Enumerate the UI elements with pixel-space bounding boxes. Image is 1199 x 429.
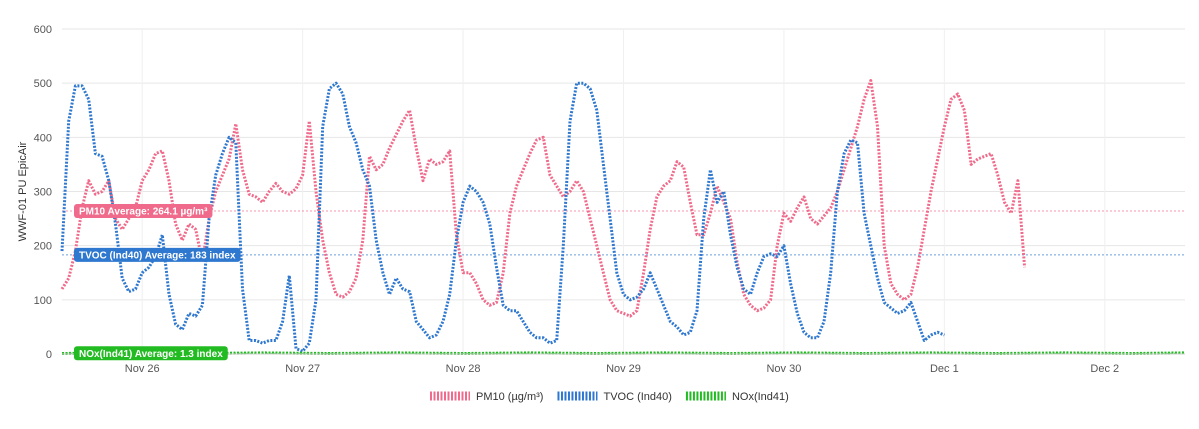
axes: 0 100 200 300 400 500 600 Nov 26 Nov 27 Nov 28 Nov… bbox=[17, 24, 1185, 375]
y-tick-label: 200 bbox=[34, 241, 52, 253]
average-label-box bbox=[74, 247, 241, 262]
x-tick-label: Nov 27 bbox=[285, 363, 320, 375]
legend: PM10 (µg/m³) TVOC (Ind40) NOx(Ind41) bbox=[430, 391, 789, 403]
average-label-text: TVOC (Ind40) Average: 183 index bbox=[79, 250, 236, 261]
legend-item[interactable]: NOx(Ind41) bbox=[685, 391, 789, 403]
y-tick-label: 300 bbox=[34, 187, 52, 199]
average-label-box bbox=[74, 203, 213, 218]
series-line-1 bbox=[60, 81, 945, 353]
x-tick-label: Dec 1 bbox=[930, 363, 959, 375]
x-tick-label: Nov 28 bbox=[446, 363, 481, 375]
average-label: TVOC (Ind40) Average: 183 index bbox=[74, 247, 241, 262]
x-tick-label: Nov 29 bbox=[606, 363, 641, 375]
average-label: PM10 Average: 264.1 µg/m³ bbox=[74, 203, 213, 218]
average-label-text: PM10 Average: 264.1 µg/m³ bbox=[79, 206, 208, 217]
x-tick-label: Nov 30 bbox=[766, 363, 801, 375]
y-axis-label: WWF-01 PU EpicAir bbox=[17, 141, 29, 241]
legend-item[interactable]: PM10 (µg/m³) bbox=[430, 391, 543, 403]
legend-label: PM10 (µg/m³) bbox=[476, 391, 543, 403]
legend-item[interactable]: TVOC (Ind40) bbox=[557, 391, 672, 403]
y-tick-label: 100 bbox=[34, 295, 52, 307]
series-layer bbox=[60, 79, 1186, 355]
y-tick-label: 0 bbox=[46, 349, 52, 361]
legend-label: TVOC (Ind40) bbox=[603, 391, 671, 403]
grid bbox=[62, 28, 1185, 355]
x-tick-label: Dec 2 bbox=[1090, 363, 1119, 375]
y-tick-label: 400 bbox=[34, 132, 52, 144]
x-tick-label: Nov 26 bbox=[125, 363, 160, 375]
legend-label: NOx(Ind41) bbox=[732, 391, 789, 403]
y-tick-label: 500 bbox=[34, 78, 52, 90]
average-labels: PM10 Average: 264.1 µg/m³ TVOC (Ind40) Av… bbox=[74, 203, 241, 361]
series-line-0 bbox=[60, 79, 1027, 318]
average-label-text: NOx(Ind41) Average: 1.3 index bbox=[79, 349, 223, 360]
average-label-box bbox=[74, 346, 228, 361]
y-tick-label: 600 bbox=[34, 24, 52, 36]
average-label: NOx(Ind41) Average: 1.3 index bbox=[74, 346, 228, 361]
series-line-2 bbox=[61, 351, 1186, 355]
